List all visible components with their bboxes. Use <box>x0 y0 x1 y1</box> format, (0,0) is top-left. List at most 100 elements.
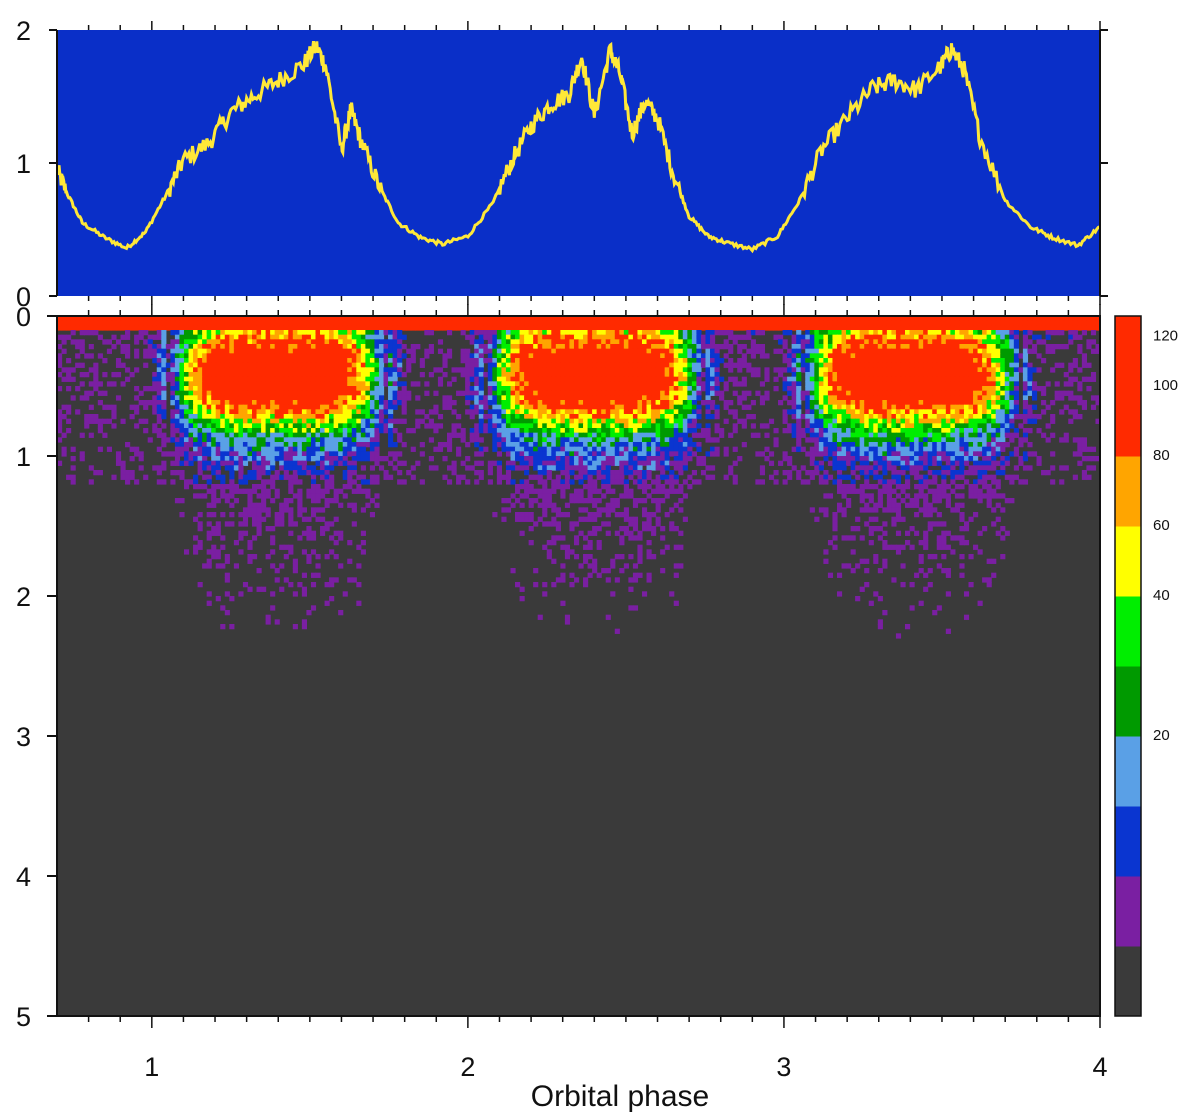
heatmap-cell <box>687 414 693 420</box>
heatmap-cell <box>515 339 521 345</box>
heatmap-cell <box>573 381 580 387</box>
heatmap-cell <box>623 386 629 392</box>
heatmap-cell <box>283 348 289 354</box>
heatmap-cell <box>487 339 493 345</box>
heatmap-cell <box>583 404 589 410</box>
heatmap-cell <box>320 316 326 322</box>
heatmap-cell <box>868 334 874 340</box>
heatmap-cell <box>950 381 956 387</box>
heatmap-cell <box>655 409 661 415</box>
heatmap-cell <box>696 330 702 336</box>
heatmap-cell <box>179 432 185 438</box>
heatmap-cell <box>224 409 230 415</box>
heatmap-cell <box>1090 376 1097 382</box>
heatmap-cell <box>537 372 543 378</box>
heatmap-cell <box>70 330 76 336</box>
heatmap-cell <box>292 334 298 340</box>
heatmap-cell <box>75 409 81 415</box>
heatmap-cell <box>546 437 552 443</box>
heatmap-cell <box>641 400 648 406</box>
heatmap-cell <box>968 428 974 434</box>
heatmap-cell <box>773 367 779 373</box>
heatmap-cell <box>719 325 725 331</box>
heatmap-cell <box>700 381 707 387</box>
heatmap-cell <box>882 414 888 420</box>
heatmap-cell <box>524 381 530 387</box>
heatmap-cell <box>211 330 217 336</box>
heatmap-cell <box>660 428 666 434</box>
heatmap-cell <box>378 381 385 387</box>
heatmap-cell <box>959 339 965 345</box>
heatmap-cell <box>868 372 874 378</box>
heatmap-cell <box>324 386 330 392</box>
heatmap-cell <box>1009 404 1015 410</box>
heatmap-cell <box>542 339 548 345</box>
heatmap-cell <box>551 400 557 406</box>
heatmap-cell <box>991 404 997 410</box>
heatmap-cell <box>88 390 94 396</box>
heatmap-cell <box>320 344 326 350</box>
heatmap-cell <box>233 325 239 331</box>
heatmap-cell <box>247 404 253 410</box>
top-panel-y-labels: 012 <box>16 16 31 312</box>
heatmap-cell <box>619 381 625 387</box>
heatmap-cell <box>347 437 353 443</box>
heatmap-cell <box>519 423 525 429</box>
heatmap-cell <box>233 409 239 415</box>
heatmap-cell <box>578 358 584 364</box>
heatmap-cell <box>823 353 829 359</box>
heatmap-cell <box>873 372 879 378</box>
heatmap-cell <box>664 423 670 429</box>
heatmap-cell <box>143 339 149 345</box>
heatmap-cell <box>954 376 961 382</box>
heatmap-cell <box>968 358 974 364</box>
heatmap-cell <box>147 386 153 392</box>
heatmap-cell <box>605 432 611 438</box>
heatmap-cell <box>1013 339 1019 345</box>
heatmap-cell <box>202 362 208 368</box>
heatmap-cell <box>895 339 902 345</box>
heatmap-cell <box>601 358 607 364</box>
heatmap-cell <box>796 428 802 434</box>
heatmap-cell <box>596 367 602 373</box>
heatmap-cell <box>211 376 217 382</box>
heatmap-cell <box>832 362 838 368</box>
heatmap-cell <box>732 390 738 396</box>
heatmap-cell <box>614 409 620 415</box>
heatmap-cell <box>560 414 566 420</box>
heatmap-cell <box>682 316 688 322</box>
heatmap-cell <box>469 428 475 434</box>
heatmap-cell <box>202 386 208 392</box>
heatmap-cell <box>823 386 829 392</box>
heatmap-cell <box>637 400 643 406</box>
heatmap-cell <box>963 386 970 392</box>
heatmap-cell <box>1068 339 1074 345</box>
heatmap-cell <box>750 344 756 350</box>
heatmap-cell <box>84 414 90 420</box>
heatmap-cell <box>342 344 348 350</box>
heatmap-cell <box>873 316 879 322</box>
heatmap-cell <box>963 334 970 340</box>
heatmap-cell <box>283 334 289 340</box>
heatmap-cell <box>664 344 670 350</box>
heatmap-cell <box>188 334 194 340</box>
heatmap-cell <box>501 432 507 438</box>
heatmap-cell <box>646 339 652 345</box>
heatmap-cell <box>524 418 530 424</box>
heatmap-cell <box>170 395 176 401</box>
heatmap-cell <box>533 418 539 424</box>
heatmap-cell <box>288 316 294 322</box>
heatmap-cell <box>1059 325 1065 331</box>
heatmap-cell <box>369 367 376 373</box>
heatmap-cell <box>338 414 344 420</box>
heatmap-cell <box>229 390 235 396</box>
heatmap-cell <box>614 367 620 373</box>
heatmap-cell <box>161 358 167 364</box>
heatmap-cell <box>678 418 684 424</box>
heatmap-cell <box>1009 395 1015 401</box>
heatmap-cell <box>619 344 625 350</box>
heatmap-cell <box>923 316 929 322</box>
heatmap-cell <box>601 418 607 424</box>
heatmap-cell <box>320 362 326 368</box>
heatmap-cell <box>578 386 584 392</box>
